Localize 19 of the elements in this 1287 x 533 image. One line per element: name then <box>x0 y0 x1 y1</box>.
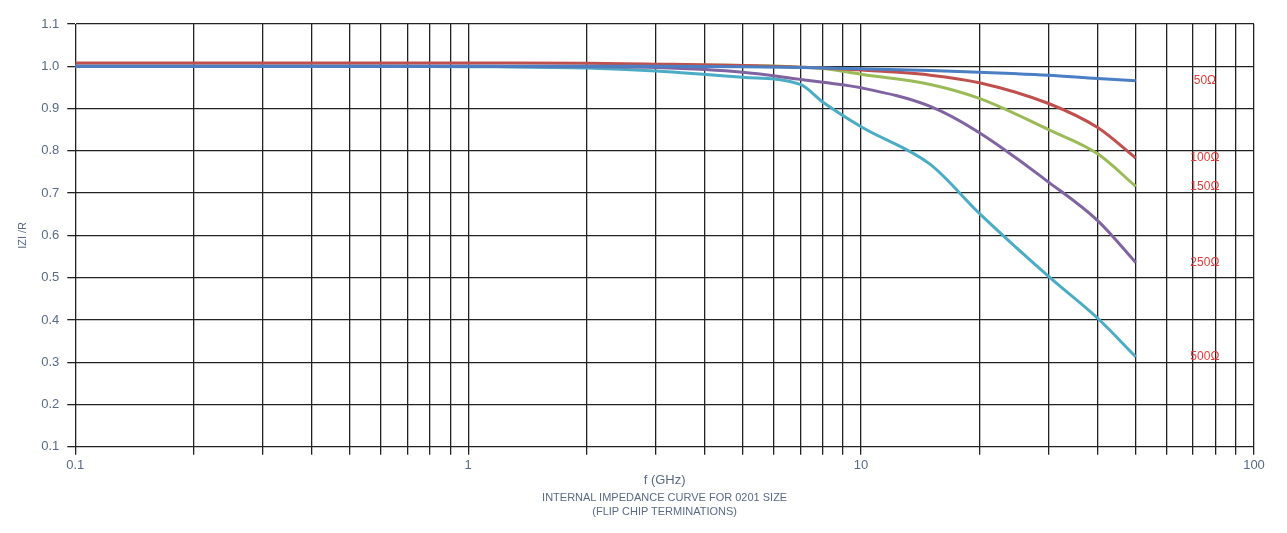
text: INTERNAL IMPEDANCE CURVE FOR 0201 SIZE <box>542 490 788 503</box>
x-tick-label: 1 <box>464 457 472 473</box>
y-tick-label: 0.8 <box>41 142 60 158</box>
y-tick-label: 0.4 <box>41 311 60 327</box>
y-axis-title: IZI /R <box>15 221 28 249</box>
y-tick-label: 1.0 <box>41 57 60 73</box>
text: (FLIP CHIP TERMINATIONS) <box>592 504 737 517</box>
x-tick-label: 10 <box>853 457 869 473</box>
x-tick-label: 100 <box>1243 457 1265 473</box>
y-tick-label: 0.7 <box>41 184 60 200</box>
y-tick-label: 0.2 <box>41 396 60 412</box>
x-tick-label: 0.1 <box>66 457 85 473</box>
y-tick-label: 0.1 <box>41 438 60 454</box>
y-tick-label: 0.9 <box>41 100 60 116</box>
y-tick-label: 0.6 <box>41 226 60 242</box>
x-axis-title: f (GHz) <box>643 471 686 487</box>
y-tick-label: 1.1 <box>41 15 60 31</box>
y-tick-label: 0.3 <box>41 353 60 369</box>
y-tick-label: 0.5 <box>41 269 60 285</box>
